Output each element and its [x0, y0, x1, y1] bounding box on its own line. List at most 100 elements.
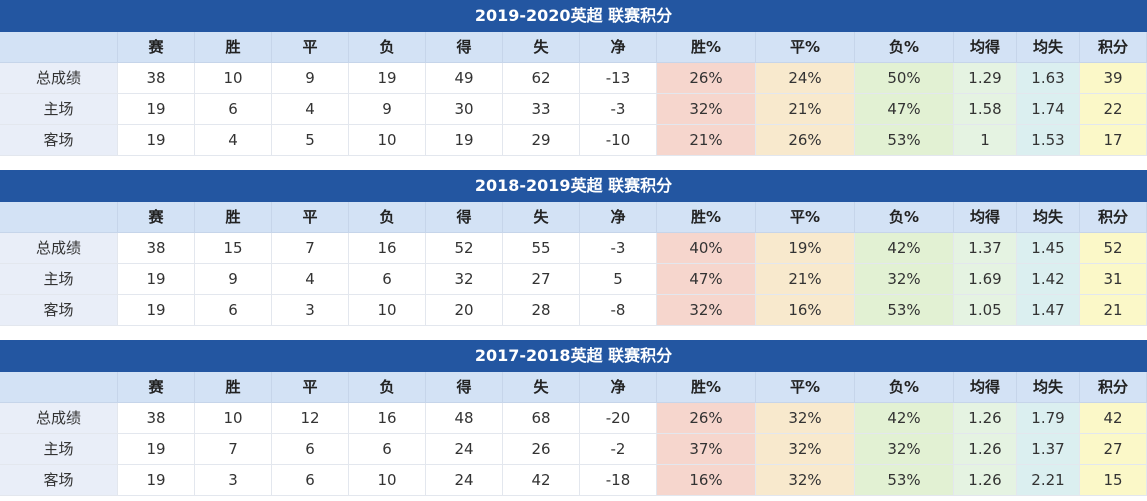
- header-cell: 胜%: [657, 202, 756, 233]
- data-cell: 1.63: [1017, 63, 1080, 94]
- data-cell: 10: [195, 63, 272, 94]
- data-cell: 1.26: [954, 403, 1017, 434]
- header-cell: 胜: [195, 202, 272, 233]
- header-cell: 失: [503, 202, 580, 233]
- data-cell: 1.53: [1017, 125, 1080, 156]
- data-cell: -20: [580, 403, 657, 434]
- data-cell: 38: [118, 403, 195, 434]
- header-cell: 负: [349, 372, 426, 403]
- data-cell: 1.79: [1017, 403, 1080, 434]
- data-cell: -2: [580, 434, 657, 465]
- data-cell: 21%: [756, 94, 855, 125]
- data-cell: 19: [118, 434, 195, 465]
- data-cell: 33: [503, 94, 580, 125]
- data-cell: 26%: [657, 403, 756, 434]
- header-cell: 胜%: [657, 372, 756, 403]
- data-cell: 26: [503, 434, 580, 465]
- data-row: 客场 19 6 3 10 20 28 -8 32% 16% 53% 1.05 1.47 21: [0, 295, 1147, 326]
- header-cell: 负%: [855, 372, 954, 403]
- data-cell: 1.37: [1017, 434, 1080, 465]
- data-cell: 6: [195, 295, 272, 326]
- data-cell: 21%: [657, 125, 756, 156]
- header-cell: 净: [580, 202, 657, 233]
- data-cell: 1.29: [954, 63, 1017, 94]
- data-cell: 68: [503, 403, 580, 434]
- data-cell: 17: [1080, 125, 1147, 156]
- data-cell: 15: [1080, 465, 1147, 496]
- data-cell: -3: [580, 233, 657, 264]
- data-cell: 4: [272, 94, 349, 125]
- header-cell: 平: [272, 202, 349, 233]
- header-cell: 积分: [1080, 372, 1147, 403]
- header-cell: 胜%: [657, 32, 756, 63]
- data-cell: 1.47: [1017, 295, 1080, 326]
- data-row: 主场 19 7 6 6 24 26 -2 37% 32% 32% 1.26 1.37 27: [0, 434, 1147, 465]
- data-cell: 53%: [855, 465, 954, 496]
- data-cell: 26%: [657, 63, 756, 94]
- header-cell: 得: [426, 202, 503, 233]
- data-cell: 52: [426, 233, 503, 264]
- data-cell: 4: [195, 125, 272, 156]
- data-cell: 1.74: [1017, 94, 1080, 125]
- data-cell: 42: [1080, 403, 1147, 434]
- data-cell: 19%: [756, 233, 855, 264]
- data-cell: 50%: [855, 63, 954, 94]
- table-title: 2019-2020英超 联赛积分: [0, 0, 1147, 32]
- data-cell: 16: [349, 233, 426, 264]
- header-cell: 胜: [195, 372, 272, 403]
- header-cell: 赛: [118, 32, 195, 63]
- data-cell: 5: [272, 125, 349, 156]
- header-cell: 平%: [756, 202, 855, 233]
- data-cell: 15: [195, 233, 272, 264]
- data-cell: 3: [272, 295, 349, 326]
- header-cell: 负%: [855, 202, 954, 233]
- data-cell: 9: [349, 94, 426, 125]
- data-cell: 40%: [657, 233, 756, 264]
- data-cell: 32%: [657, 94, 756, 125]
- header-cell: 负: [349, 202, 426, 233]
- data-cell: 1.37: [954, 233, 1017, 264]
- data-cell: 32%: [756, 465, 855, 496]
- data-cell: 31: [1080, 264, 1147, 295]
- data-cell: 32%: [855, 434, 954, 465]
- header-cell: 积分: [1080, 202, 1147, 233]
- data-cell: 6: [349, 434, 426, 465]
- header-cell: 均失: [1017, 32, 1080, 63]
- standings-table: 2018-2019英超 联赛积分赛胜平负得失净胜% 平% 负% 均得 均失 积分 总成绩 38…: [0, 170, 1147, 326]
- data-cell: 6: [195, 94, 272, 125]
- data-cell: 38: [118, 233, 195, 264]
- data-row: 客场 19 3 6 10 24 42 -18 16% 32% 53% 1.26 2.21 15: [0, 465, 1147, 496]
- data-row: 客场 19 4 5 10 19 29 -10 21% 26% 53% 1 1.53 17: [0, 125, 1147, 156]
- data-cell: 22: [1080, 94, 1147, 125]
- data-cell: 42: [503, 465, 580, 496]
- header-cell: 均得: [954, 372, 1017, 403]
- data-cell: 53%: [855, 295, 954, 326]
- data-cell: -18: [580, 465, 657, 496]
- data-cell: 10: [349, 295, 426, 326]
- data-cell: 1.05: [954, 295, 1017, 326]
- data-cell: 49: [426, 63, 503, 94]
- row-label: 总成绩: [0, 63, 118, 94]
- header-row: 赛胜平负得失净胜% 平% 负% 均得 均失 积分: [0, 372, 1147, 403]
- data-cell: 1.26: [954, 465, 1017, 496]
- data-cell: 19: [426, 125, 503, 156]
- row-label: 主场: [0, 434, 118, 465]
- header-cell: 均失: [1017, 202, 1080, 233]
- data-cell: 3: [195, 465, 272, 496]
- standings-table: 2019-2020英超 联赛积分赛胜平负得失净胜% 平% 负% 均得 均失 积分 总成绩 38…: [0, 0, 1147, 156]
- data-cell: 19: [118, 295, 195, 326]
- header-cell: 失: [503, 372, 580, 403]
- data-cell: 32%: [756, 403, 855, 434]
- header-cell: [0, 32, 118, 63]
- data-cell: 16: [349, 403, 426, 434]
- data-cell: 42%: [855, 233, 954, 264]
- table-title: 2018-2019英超 联赛积分: [0, 170, 1147, 202]
- data-cell: 52: [1080, 233, 1147, 264]
- data-cell: 1.58: [954, 94, 1017, 125]
- data-row: 总成绩 38 10 12 16 48 68 -20 26% 32% 42% 1.26 1.79 42: [0, 403, 1147, 434]
- data-cell: 32%: [756, 434, 855, 465]
- header-cell: 净: [580, 372, 657, 403]
- data-cell: 16%: [657, 465, 756, 496]
- data-row: 主场 19 6 4 9 30 33 -3 32% 21% 47% 1.58 1.74 22: [0, 94, 1147, 125]
